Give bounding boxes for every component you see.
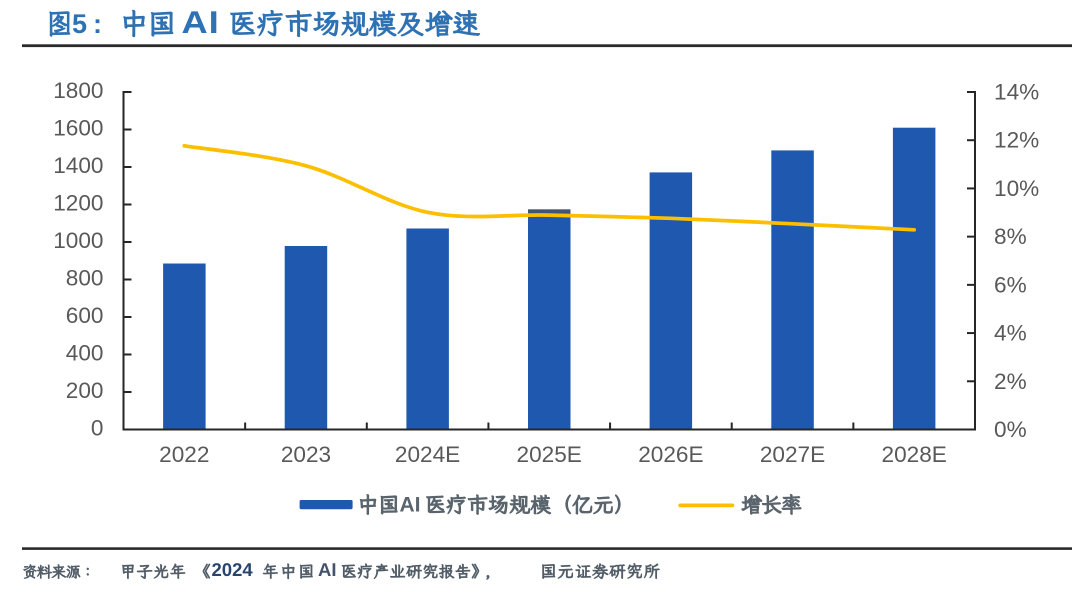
svg-text:12%: 12% bbox=[994, 128, 1039, 153]
svg-text:2%: 2% bbox=[994, 369, 1027, 394]
svg-text:0: 0 bbox=[91, 416, 104, 441]
svg-text:2024E: 2024E bbox=[395, 442, 460, 467]
svg-text:1600: 1600 bbox=[53, 116, 103, 141]
svg-text:2022: 2022 bbox=[159, 442, 209, 467]
svg-text:1400: 1400 bbox=[53, 153, 103, 178]
svg-text:14%: 14% bbox=[994, 80, 1039, 105]
svg-text:1000: 1000 bbox=[53, 228, 103, 253]
svg-text:2027E: 2027E bbox=[760, 442, 825, 467]
svg-text:2025E: 2025E bbox=[517, 442, 582, 467]
svg-text:2026E: 2026E bbox=[638, 442, 703, 467]
svg-text:600: 600 bbox=[66, 303, 104, 328]
svg-text:4%: 4% bbox=[994, 321, 1027, 346]
svg-text:1200: 1200 bbox=[53, 191, 103, 216]
svg-text:800: 800 bbox=[66, 266, 104, 291]
svg-text:10%: 10% bbox=[994, 176, 1039, 201]
svg-text:400: 400 bbox=[66, 341, 104, 366]
svg-text:8%: 8% bbox=[994, 224, 1027, 249]
svg-text:2023: 2023 bbox=[281, 442, 331, 467]
svg-text:0%: 0% bbox=[994, 417, 1027, 442]
svg-text:1800: 1800 bbox=[53, 78, 103, 103]
svg-text:6%: 6% bbox=[994, 272, 1027, 297]
svg-text:200: 200 bbox=[66, 378, 104, 403]
svg-text:2028E: 2028E bbox=[882, 442, 947, 467]
